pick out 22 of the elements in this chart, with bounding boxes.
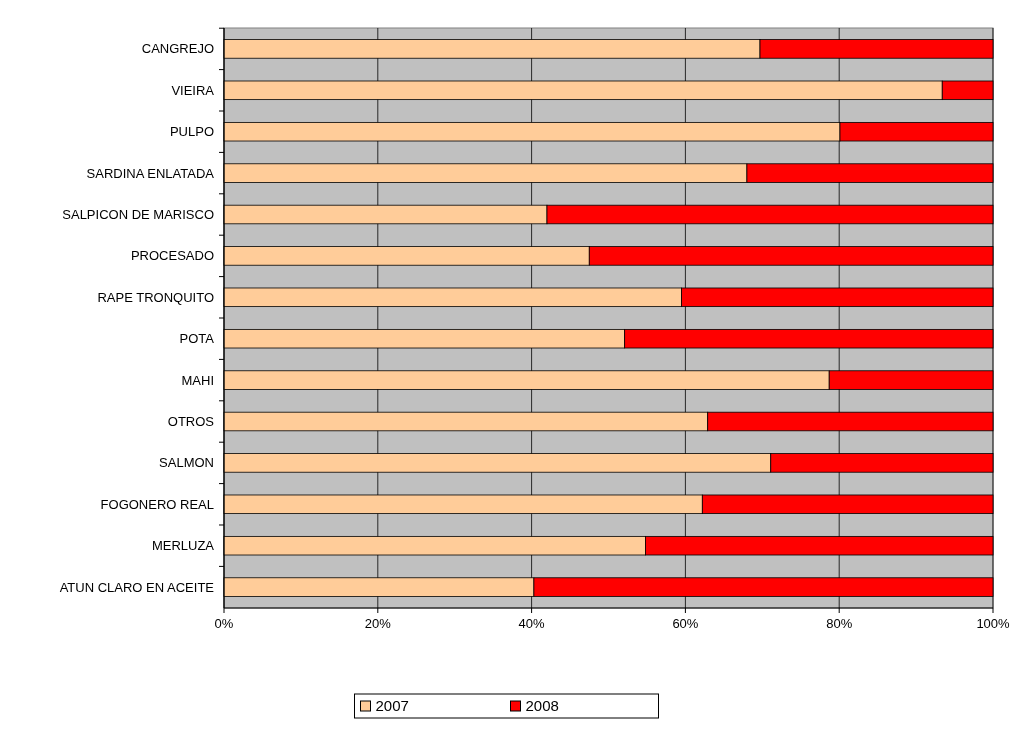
x-tick-label: 100% <box>976 616 1011 631</box>
y-tick-label: SALPICON DE MARISCO <box>62 207 214 223</box>
x-tick-label: 60% <box>672 616 699 631</box>
x-tick-label: 80% <box>826 616 853 631</box>
x-tick-label: 20% <box>364 616 392 631</box>
x-tick-label: 0% <box>214 616 234 631</box>
y-tick-label: PROCESADO <box>130 248 214 264</box>
legend-label: 2007 <box>375 697 409 715</box>
y-tick-label: SALMON <box>159 455 214 471</box>
y-tick-label: MAHI <box>181 372 214 388</box>
y-tick-label: VIEIRA <box>171 82 215 98</box>
y-tick-label: POTA <box>179 331 215 347</box>
x-tick-label: 40% <box>518 616 546 631</box>
y-tick-label: PULPO <box>169 124 214 140</box>
y-tick-label: ATUN CLARO EN ACEITE <box>59 579 215 595</box>
y-tick-label: MERLUZA <box>151 538 215 554</box>
y-tick-label: FOGONERO REAL <box>100 496 214 512</box>
legend-label: 2008 <box>525 697 559 715</box>
y-tick-label: CANGREJO <box>141 41 214 57</box>
y-tick-label: SARDINA ENLATADA <box>86 165 215 181</box>
y-tick-label: RAPE TRONQUITO <box>97 289 214 305</box>
y-tick-label: OTROS <box>167 414 215 430</box>
